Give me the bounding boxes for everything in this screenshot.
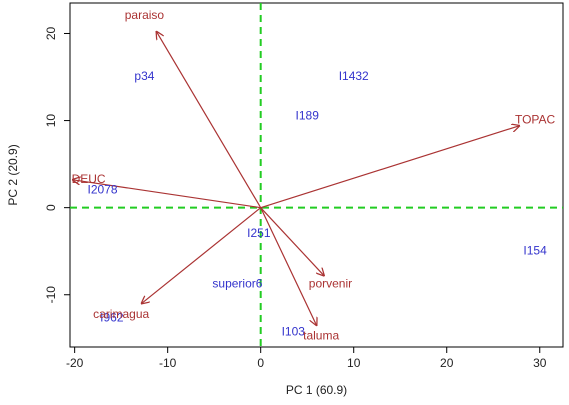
x-tick-label: 0 bbox=[257, 356, 264, 370]
genotype-label-superior6: superior6 bbox=[212, 276, 262, 290]
genotype-label-i2078: I2078 bbox=[88, 182, 118, 196]
environment-label-porvenir: porvenir bbox=[309, 276, 352, 290]
environment-label-deuc: DEUC bbox=[72, 172, 106, 186]
genotype-label-i1432: I1432 bbox=[339, 69, 369, 83]
plot-frame bbox=[69, 2, 564, 348]
x-axis-title: PC 1 (60.9) bbox=[286, 383, 347, 397]
y-tick-label: 0 bbox=[44, 204, 58, 211]
x-tick-label: 10 bbox=[347, 356, 361, 370]
genotype-label-p34: p34 bbox=[134, 69, 154, 83]
environment-label-paraiso: paraiso bbox=[125, 8, 165, 22]
environment-vector-taluma bbox=[260, 207, 317, 326]
environment-label-carimagua: carimagua bbox=[93, 307, 149, 321]
genotype-label-i251: I251 bbox=[247, 226, 271, 240]
y-tick-label: -10 bbox=[44, 286, 58, 304]
environment-vector-porvenir bbox=[260, 207, 324, 276]
y-axis-title: PC 2 (20.9) bbox=[6, 144, 20, 205]
environment-vector-topac bbox=[260, 126, 520, 209]
genotype-label-i103: I103 bbox=[282, 324, 306, 338]
x-tick-label: 30 bbox=[533, 356, 547, 370]
environment-vector-carimagua bbox=[142, 207, 262, 304]
environment-vector-paraiso bbox=[157, 32, 262, 208]
environment-label-topac: TOPAC bbox=[515, 113, 556, 127]
x-tick-label: -20 bbox=[66, 356, 84, 370]
genotype-label-i154: I154 bbox=[523, 243, 547, 257]
y-tick-label: 10 bbox=[44, 114, 58, 128]
x-tick-label: 20 bbox=[440, 356, 454, 370]
genotype-label-i189: I189 bbox=[296, 108, 320, 122]
genotype-label-i962: I962 bbox=[100, 310, 124, 324]
environment-vector-deuc bbox=[73, 180, 261, 209]
x-tick-label: -10 bbox=[159, 356, 177, 370]
y-tick-label: 20 bbox=[44, 26, 58, 40]
environment-label-taluma: taluma bbox=[303, 329, 339, 343]
